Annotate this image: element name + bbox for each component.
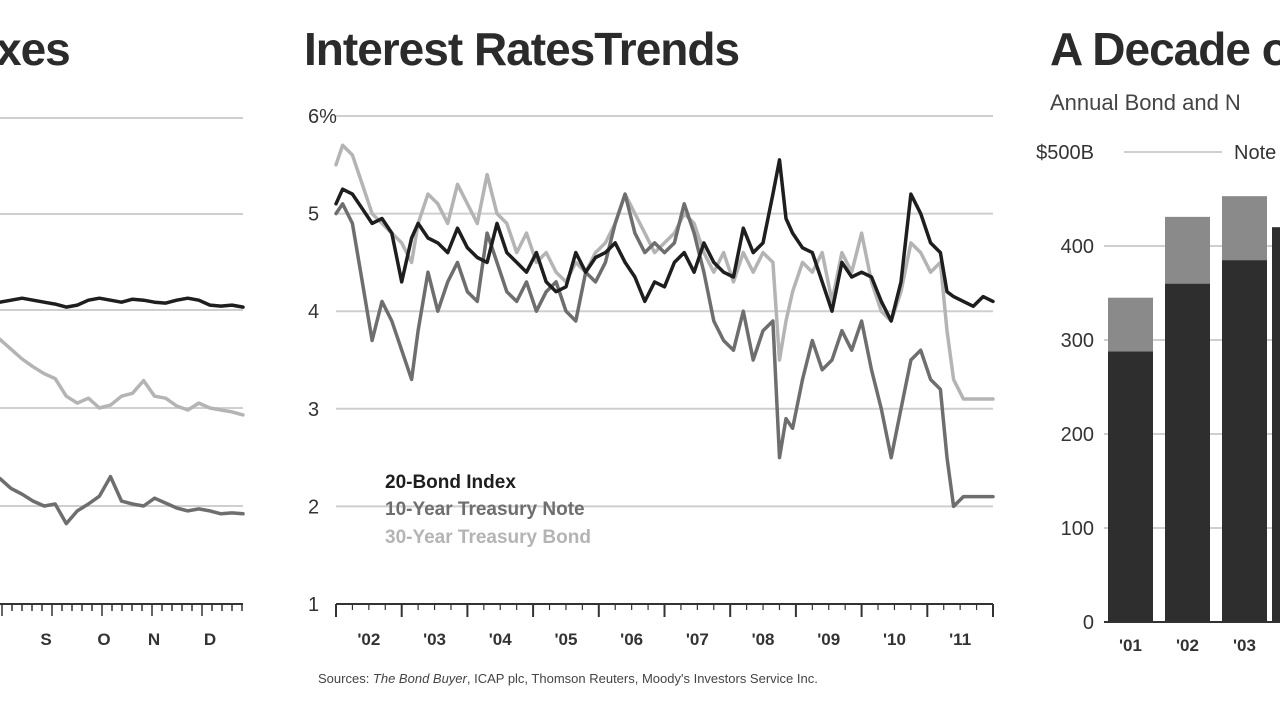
right-bar-bond-03 — [1222, 260, 1267, 622]
source-rest: , ICAP plc, Thomson Reuters, Moody's Inv… — [466, 671, 818, 686]
middle-y-tick-label-3: 3 — [308, 399, 319, 421]
left-x-tick-label-N: N — [148, 630, 160, 649]
left-chart-title: xes — [0, 23, 71, 75]
middle-legend-item-2: 30-Year Treasury Bond — [385, 527, 591, 548]
middle-x-tick-label-02: '02 — [357, 630, 380, 649]
right-y-tick-label-400: 400 — [1061, 236, 1094, 258]
right-chart-subtitle: Annual Bond and N — [1050, 90, 1241, 115]
middle-y-tick-label-6: 6% — [308, 106, 337, 128]
right-chart-title: A Decade o — [1050, 23, 1280, 75]
middle-x-tick-label-10: '10 — [883, 630, 906, 649]
middle-legend-item-1: 10-Year Treasury Note — [385, 499, 585, 520]
middle-series-30y-line — [334, 143, 995, 401]
right-bar-bond-02 — [1165, 283, 1210, 622]
right-y-tick-label-200: 200 — [1061, 424, 1094, 446]
middle-x-tick-label-07: '07 — [686, 630, 709, 649]
left-x-tick-label-O: O — [97, 630, 110, 649]
left-series-bond-index-line — [0, 296, 245, 309]
middle-series-10y-line — [334, 192, 995, 509]
right-y-tick-label-0: 0 — [1083, 612, 1094, 634]
right-x-tick-label-02: '02 — [1176, 636, 1199, 655]
source-prefix: Sources: — [318, 671, 373, 686]
right-x-tick-label-03: '03 — [1233, 636, 1256, 655]
middle-series-bond-index-line — [334, 158, 995, 323]
middle-x-tick-label-09: '09 — [817, 630, 840, 649]
middle-x-tick-label-08: '08 — [752, 630, 775, 649]
right-bar-partial — [1272, 227, 1280, 622]
right-y-tick-label-300: 300 — [1061, 330, 1094, 352]
right-bar-note-01 — [1108, 297, 1153, 352]
left-x-tick-label-D: D — [204, 630, 216, 649]
middle-x-tick-label-05: '05 — [554, 630, 577, 649]
middle-y-tick-label-2: 2 — [308, 496, 319, 518]
middle-y-tick-label-5: 5 — [308, 204, 319, 226]
left-series-30y-line — [0, 337, 245, 417]
middle-x-tick-label-03: '03 — [423, 630, 446, 649]
right-y-tick-label-500: $500B — [1036, 142, 1094, 164]
middle-y-tick-label-4: 4 — [308, 301, 319, 323]
right-bar-note-03 — [1222, 196, 1267, 261]
left-series-10y-line — [0, 474, 245, 526]
source-bond-buyer: The Bond Buyer — [372, 671, 467, 686]
middle-y-tick-label-1: 1 — [308, 594, 319, 616]
right-x-tick-label-01: '01 — [1119, 636, 1142, 655]
right-bar-note-02 — [1165, 216, 1210, 284]
middle-chart-title: Interest RatesTrends — [304, 23, 740, 75]
right-bar-bond-01 — [1108, 351, 1153, 622]
middle-x-tick-label-04: '04 — [489, 630, 512, 649]
middle-x-tick-label-06: '06 — [620, 630, 643, 649]
sources-footnote: Sources: The Bond Buyer, ICAP plc, Thoms… — [318, 671, 818, 686]
middle-legend-item-0: 20-Bond Index — [385, 472, 516, 493]
middle-x-tick-label-11: '11 — [949, 630, 971, 649]
right-y-tick-label-100: 100 — [1061, 518, 1094, 540]
left-x-tick-label-S: S — [40, 630, 51, 649]
right-legend-note: Note — [1234, 142, 1276, 164]
